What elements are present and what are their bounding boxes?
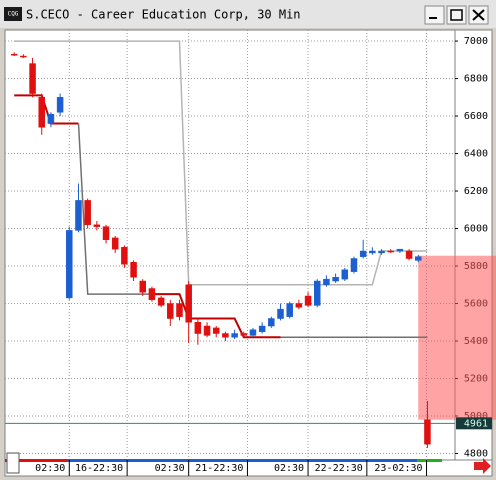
candle-body [240, 333, 248, 336]
candle-body [38, 97, 45, 128]
candle-body [378, 250, 385, 254]
y-tick-label: 6200 [464, 186, 488, 197]
candle-body [212, 327, 220, 334]
session-bar [417, 459, 442, 462]
candle-body [194, 322, 202, 334]
candle-body [84, 200, 91, 226]
candle-body [332, 277, 339, 282]
candle-body [47, 113, 55, 124]
session-bar [67, 459, 417, 462]
maximize-button[interactable] [446, 5, 467, 25]
close-button[interactable] [468, 5, 489, 25]
candle-body [222, 333, 229, 338]
y-tick-label: 7000 [464, 36, 488, 47]
session-bar [5, 459, 67, 462]
y-tick-label: 6000 [464, 224, 488, 235]
candle-body [415, 256, 422, 261]
x-tick-label: 02:30 [35, 463, 65, 474]
candle-body [185, 284, 192, 323]
candle-body [295, 303, 303, 308]
y-tick-label: 6400 [464, 149, 488, 160]
app-icon-label: CQG [8, 11, 19, 18]
window-title: S.CECO - Career Education Corp, 30 Min [26, 8, 301, 22]
last-price-box [456, 417, 492, 430]
candle-body [157, 297, 165, 306]
candle-body [20, 55, 27, 58]
candle-body [75, 200, 82, 231]
scroll-arrow[interactable] [474, 458, 491, 474]
plot-background [4, 29, 493, 461]
x-tick-label: 23-02:30 [374, 463, 422, 474]
candle-body [203, 325, 211, 336]
indicator-line [14, 40, 428, 286]
candle-body [369, 250, 376, 254]
candle-body [111, 237, 119, 250]
candle-body [387, 250, 394, 253]
x-tick-label: 02:30 [274, 463, 304, 474]
candle-body [286, 303, 293, 317]
x-tick-label: 22-22:30 [315, 463, 363, 474]
y-tick-label: 4800 [464, 449, 488, 460]
candle-body [176, 303, 183, 317]
candle-body [341, 269, 349, 280]
candle-body [359, 250, 367, 257]
app-icon [4, 7, 22, 21]
candle-body [396, 248, 404, 252]
x-tick-label: 16-22:30 [75, 463, 123, 474]
candle-body [313, 280, 321, 306]
minimize-button[interactable] [424, 5, 445, 25]
candle-body [148, 288, 156, 301]
indicator-line [77, 123, 428, 339]
candle-body [405, 250, 413, 259]
candle-body [258, 325, 266, 332]
candle-body [102, 226, 110, 241]
candle-body [29, 63, 36, 94]
candle-body [121, 247, 128, 265]
candle-body [139, 280, 147, 293]
candle-body [277, 308, 284, 319]
candle-body [249, 329, 257, 336]
candle-body [93, 224, 101, 227]
candle-body [304, 295, 312, 306]
last-price-label: 4961 [464, 418, 488, 429]
candle-body [56, 97, 64, 113]
candle-body [323, 278, 330, 286]
x-tick-label: 02:30 [155, 463, 185, 474]
candle-body [424, 419, 431, 445]
scroll-checkbox[interactable] [6, 452, 20, 474]
y-tick-label: 6800 [464, 74, 488, 85]
candle-body [66, 230, 73, 299]
candle-body [10, 53, 18, 56]
candle-body [167, 303, 174, 319]
candle-body [350, 258, 358, 272]
x-tick-label: 21-22:30 [195, 463, 243, 474]
candle-body [268, 318, 275, 327]
title-bar [0, 0, 496, 28]
candle-body [231, 333, 238, 338]
price-zone [418, 255, 496, 420]
indicator-line [14, 94, 281, 339]
y-tick-label: 6600 [464, 111, 488, 122]
candle-body [130, 262, 137, 278]
